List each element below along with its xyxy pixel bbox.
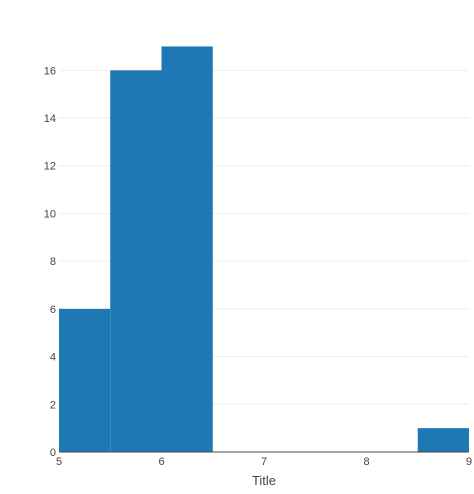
histogram-bar — [417, 428, 469, 452]
x-tick-label: 5 — [56, 456, 62, 468]
histogram-bar — [110, 70, 162, 452]
y-tick-label: 16 — [44, 65, 56, 77]
y-tick-label: 0 — [50, 447, 56, 459]
y-tick-label: 8 — [50, 256, 56, 268]
x-axis-title: Title — [252, 473, 276, 488]
y-tick-label: 10 — [44, 208, 56, 220]
bar-layer — [59, 46, 469, 453]
y-tick-label: 2 — [50, 399, 56, 411]
x-tick-label: 9 — [466, 456, 472, 468]
histogram-bar — [59, 308, 111, 452]
y-tick-label: 4 — [50, 352, 56, 364]
y-tick-labels: 0 2 4 6 8 10 12 14 16 — [44, 65, 56, 459]
y-tick-label: 12 — [44, 161, 56, 173]
x-tick-label: 6 — [158, 456, 164, 468]
x-tick-label: 8 — [363, 456, 369, 468]
y-tick-label: 14 — [44, 113, 56, 125]
x-tick-label: 7 — [261, 456, 267, 468]
histogram-bar — [161, 46, 213, 453]
y-tick-label: 6 — [50, 304, 56, 316]
x-tick-labels: 5 6 7 8 9 — [56, 456, 472, 468]
